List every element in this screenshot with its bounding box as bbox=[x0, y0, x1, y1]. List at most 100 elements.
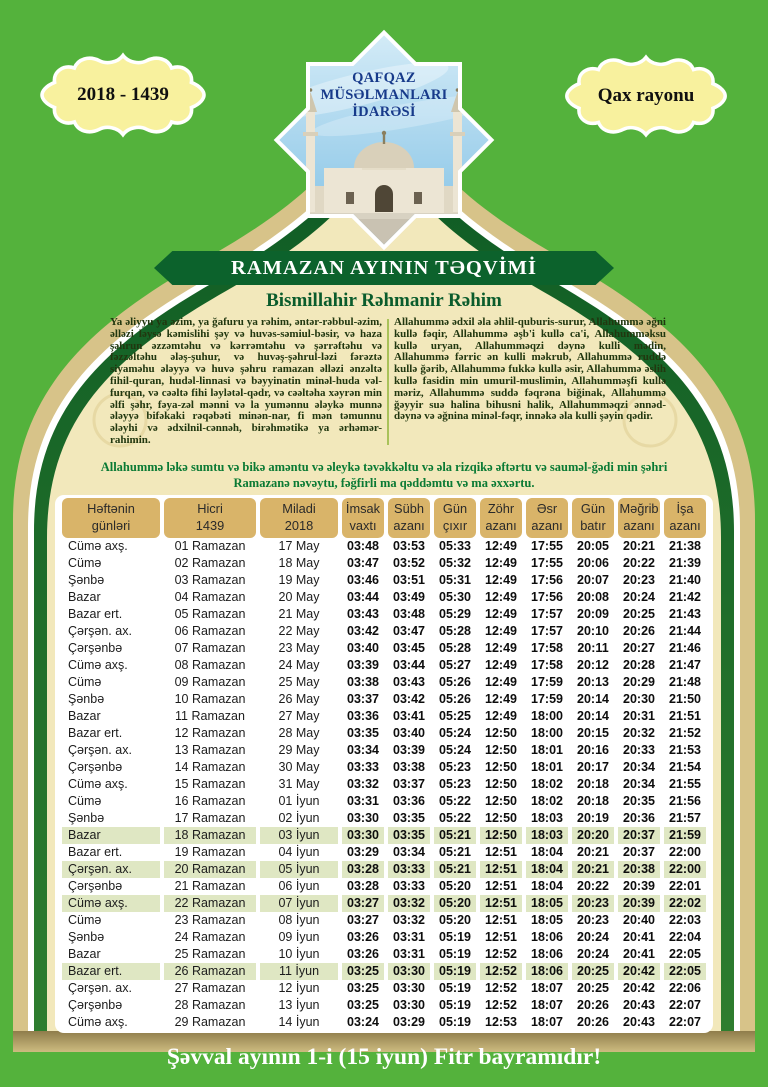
day-cell: Cümə bbox=[68, 913, 102, 927]
miladi-cell: 14 İyun bbox=[278, 1015, 320, 1029]
time-cell: 03:29 bbox=[393, 1015, 425, 1029]
year-badge: 2018 - 1439 bbox=[26, 50, 220, 140]
time-cell: 18:00 bbox=[531, 726, 563, 740]
miladi-cell: 30 May bbox=[278, 760, 320, 774]
time-cell: 20:23 bbox=[623, 573, 655, 587]
time-cell: 22:01 bbox=[669, 879, 701, 893]
time-cell: 03:26 bbox=[347, 930, 379, 944]
time-cell: 03:42 bbox=[393, 692, 425, 706]
prayer-left-column: Ya əliyyu ya əzim, ya ğafuru ya rəhim, ə… bbox=[110, 316, 382, 446]
time-cell: 17:59 bbox=[531, 675, 563, 689]
time-cell: 03:32 bbox=[388, 895, 430, 912]
time-cell: 03:49 bbox=[393, 590, 425, 604]
hicri-cell: 07 Ramazan bbox=[174, 641, 246, 655]
time-cell: 03:36 bbox=[393, 794, 425, 808]
day-cell: Şənbə bbox=[68, 930, 105, 944]
hicri-cell: 17 Ramazan bbox=[174, 811, 246, 825]
hicri-cell: 18 Ramazan bbox=[164, 827, 256, 844]
time-cell: 03:41 bbox=[393, 709, 425, 723]
time-cell: 18:00 bbox=[531, 709, 563, 723]
time-cell: 12:49 bbox=[485, 539, 517, 553]
table-row: Bazar ert. 19 Ramazan 04 İyun 03:29 03:34 05:… bbox=[62, 844, 706, 861]
miladi-cell: 26 May bbox=[278, 692, 320, 706]
miladi-cell: 23 May bbox=[278, 641, 320, 655]
calendar-body: Cümə axş. 01 Ramazan 17 May 03:48 03:53 05:33… bbox=[62, 538, 706, 1031]
iftar-prayer: Allahummə ləkə sumtu və bikə aməntu və ə… bbox=[100, 460, 668, 491]
time-cell: 05:20 bbox=[434, 895, 476, 912]
time-cell: 03:40 bbox=[393, 726, 425, 740]
time-cell: 05:33 bbox=[439, 539, 471, 553]
time-cell: 03:45 bbox=[393, 641, 425, 655]
time-cell: 20:24 bbox=[577, 947, 609, 961]
time-cell: 03:48 bbox=[347, 539, 379, 553]
calendar-header-row: Həftənin günləri Hicri 1439 Miladi 2018 İms… bbox=[62, 498, 706, 538]
day-cell: Bazar ert. bbox=[68, 726, 123, 740]
time-cell: 03:34 bbox=[393, 845, 425, 859]
time-cell: 05:19 bbox=[439, 930, 471, 944]
time-cell: 05:19 bbox=[439, 1015, 471, 1029]
time-cell: 03:38 bbox=[347, 675, 379, 689]
table-row: Cümə axş. 22 Ramazan 07 İyun 03:27 03:32 05:2… bbox=[62, 895, 706, 912]
time-cell: 03:32 bbox=[393, 913, 425, 927]
table-row: Cümə 09 Ramazan 25 May 03:38 03:43 05:26 12:49… bbox=[62, 674, 706, 691]
time-cell: 20:06 bbox=[577, 556, 609, 570]
table-row: Şənbə 03 Ramazan 19 May 03:46 03:51 05:31 12:4… bbox=[62, 572, 706, 589]
time-cell: 20:36 bbox=[623, 811, 655, 825]
time-cell: 17:59 bbox=[531, 692, 563, 706]
time-cell: 03:47 bbox=[393, 624, 425, 638]
time-cell: 05:32 bbox=[439, 556, 471, 570]
table-row: Çərşən. ax. 20 Ramazan 05 İyun 03:28 03:33 05… bbox=[62, 861, 706, 878]
time-cell: 20:05 bbox=[577, 539, 609, 553]
time-cell: 20:26 bbox=[577, 998, 609, 1012]
time-cell: 17:57 bbox=[531, 607, 563, 621]
hicri-cell: 22 Ramazan bbox=[164, 895, 256, 912]
time-cell: 20:40 bbox=[623, 913, 655, 927]
time-cell: 12:51 bbox=[480, 861, 522, 878]
time-cell: 03:37 bbox=[393, 777, 425, 791]
day-cell: Cümə bbox=[68, 794, 102, 808]
table-row: Cümə 23 Ramazan 08 İyun 03:27 03:32 05:20 12:5… bbox=[62, 912, 706, 929]
time-cell: 20:18 bbox=[577, 794, 609, 808]
miladi-cell: 28 May bbox=[278, 726, 320, 740]
region-badge-label: Qax rayonu bbox=[597, 85, 695, 106]
hicri-cell: 13 Ramazan bbox=[174, 743, 246, 757]
time-cell: 03:33 bbox=[393, 879, 425, 893]
time-cell: 12:52 bbox=[485, 947, 517, 961]
time-cell: 03:40 bbox=[347, 641, 379, 655]
time-cell: 20:11 bbox=[577, 641, 609, 655]
time-cell: 03:39 bbox=[393, 743, 425, 757]
time-cell: 03:25 bbox=[347, 998, 379, 1012]
miladi-cell: 08 İyun bbox=[278, 913, 320, 927]
miladi-cell: 04 İyun bbox=[278, 845, 320, 859]
time-cell: 20:24 bbox=[577, 930, 609, 944]
time-cell: 03:43 bbox=[347, 607, 379, 621]
hicri-cell: 04 Ramazan bbox=[174, 590, 246, 604]
column-divider bbox=[387, 319, 389, 445]
time-cell: 17:57 bbox=[531, 624, 563, 638]
hicri-cell: 12 Ramazan bbox=[174, 726, 246, 740]
miladi-cell: 17 May bbox=[278, 539, 320, 553]
time-cell: 21:59 bbox=[664, 827, 706, 844]
time-cell: 03:44 bbox=[393, 658, 425, 672]
time-cell: 03:42 bbox=[347, 624, 379, 638]
time-cell: 12:53 bbox=[485, 1015, 517, 1029]
time-cell: 22:00 bbox=[664, 861, 706, 878]
time-cell: 20:35 bbox=[623, 794, 655, 808]
day-cell: Bazar bbox=[68, 947, 101, 961]
time-cell: 18:05 bbox=[526, 895, 568, 912]
time-cell: 12:49 bbox=[485, 658, 517, 672]
time-cell: 20:22 bbox=[577, 879, 609, 893]
hicri-cell: 03 Ramazan bbox=[174, 573, 246, 587]
time-cell: 12:50 bbox=[485, 726, 517, 740]
table-row: Çərşənbə 28 Ramazan 13 İyun 03:25 03:30 05:19… bbox=[62, 997, 706, 1014]
hicri-cell: 19 Ramazan bbox=[174, 845, 246, 859]
time-cell: 05:25 bbox=[439, 709, 471, 723]
hicri-cell: 08 Ramazan bbox=[174, 658, 246, 672]
day-cell: Çərşənbə bbox=[68, 641, 123, 655]
time-cell: 12:51 bbox=[485, 879, 517, 893]
time-cell: 18:04 bbox=[531, 845, 563, 859]
time-cell: 18:05 bbox=[531, 913, 563, 927]
time-cell: 18:07 bbox=[531, 1015, 563, 1029]
day-cell: Cümə bbox=[68, 675, 102, 689]
hicri-cell: 15 Ramazan bbox=[174, 777, 246, 791]
